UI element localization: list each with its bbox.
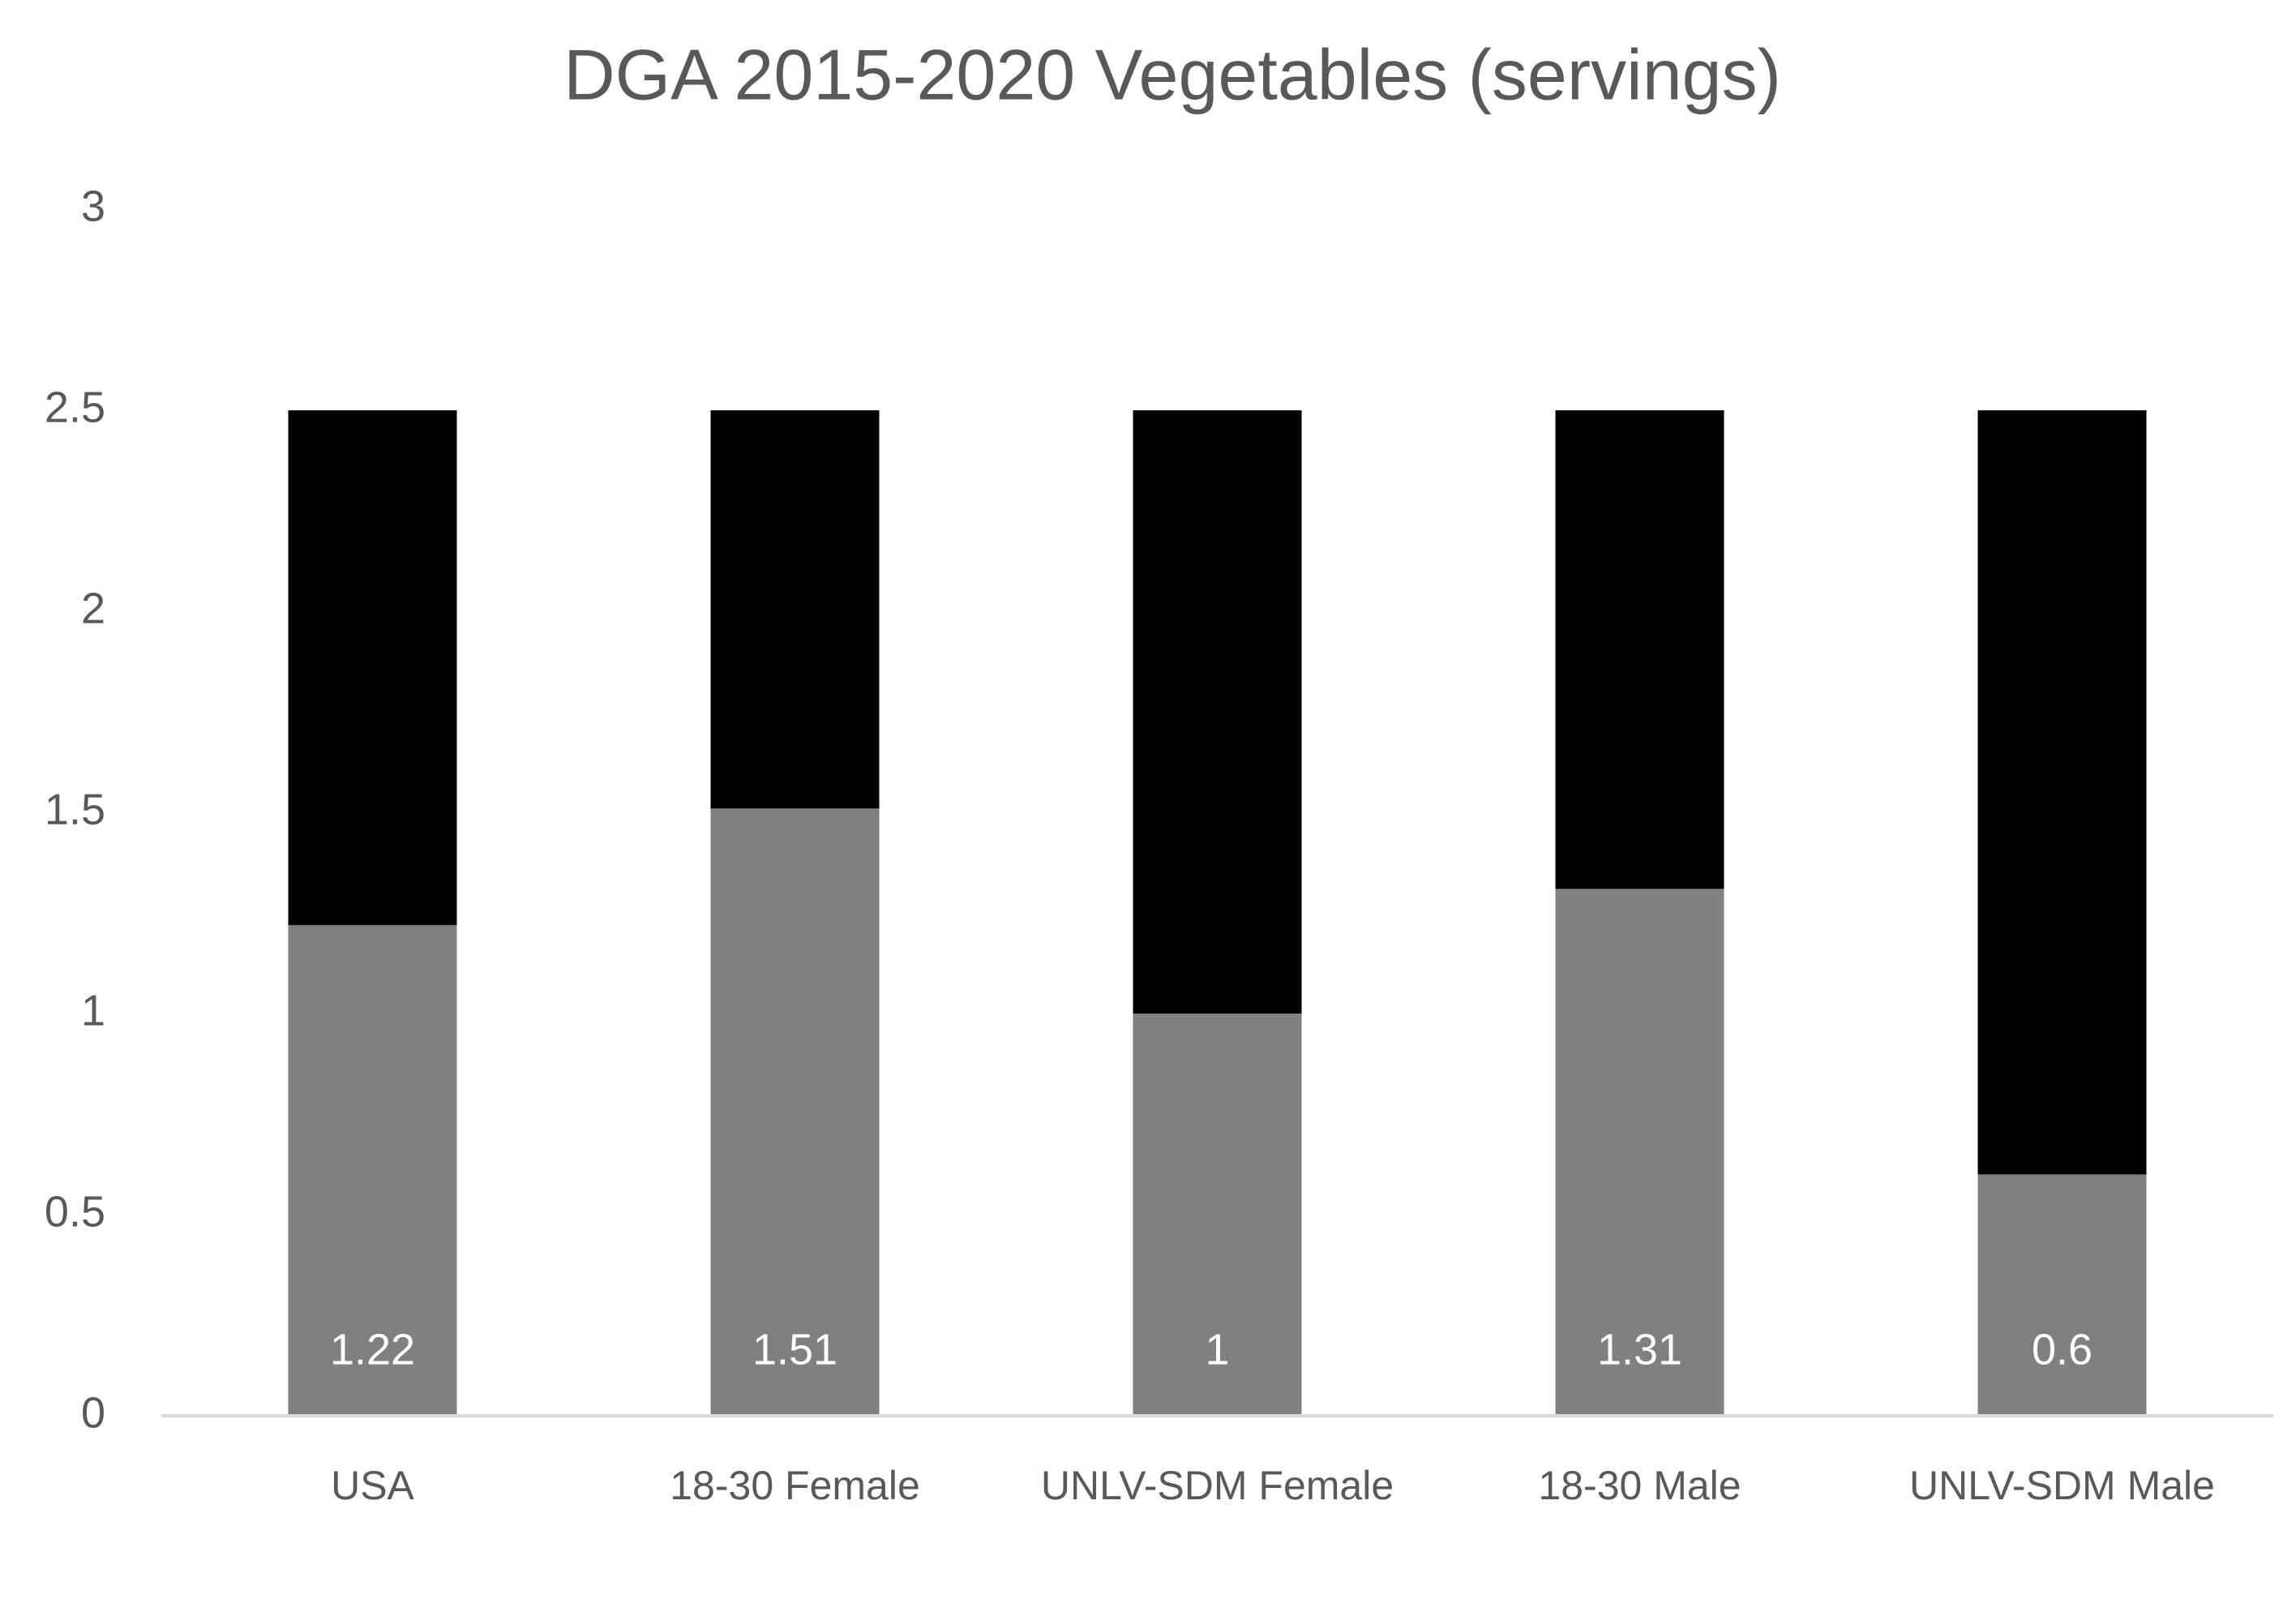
data-label: 0.6 — [2032, 1325, 2093, 1374]
bar-segment — [1133, 1014, 1302, 1416]
bar-segment — [1555, 410, 1724, 890]
bar-segment — [710, 808, 880, 1416]
bar-segment — [710, 410, 880, 809]
y-tick-label: 0.5 — [45, 1187, 105, 1236]
y-tick-label: 3 — [81, 182, 105, 230]
y-tick-label: 0 — [81, 1388, 105, 1437]
x-tick-label: 18-30 Female — [670, 1463, 920, 1508]
y-tick-label: 1.5 — [45, 785, 105, 834]
x-tick-label: UNLV-SDM Male — [1909, 1463, 2215, 1508]
bar-segment — [1133, 410, 1302, 1014]
data-label: 1.31 — [1597, 1325, 1682, 1374]
bar-segment — [1977, 410, 2147, 1175]
bar-segment — [1555, 889, 1724, 1416]
data-label: 1 — [1205, 1325, 1229, 1374]
bar-segment — [288, 924, 457, 1416]
bar-segment — [288, 410, 457, 925]
chart-title: DGA 2015-2020 Vegetables (servings) — [563, 34, 1781, 114]
data-label: 1.51 — [752, 1325, 837, 1374]
x-tick-label: 18-30 Male — [1538, 1463, 1741, 1508]
data-label: 1.22 — [330, 1325, 415, 1374]
y-tick-label: 1 — [81, 986, 105, 1035]
x-tick-label: USA — [331, 1463, 414, 1508]
x-tick-label: UNLV-SDM Female — [1040, 1463, 1394, 1508]
y-tick-label: 2.5 — [45, 383, 105, 431]
bar-segment — [1977, 1174, 2147, 1416]
y-tick-label: 2 — [81, 584, 105, 632]
